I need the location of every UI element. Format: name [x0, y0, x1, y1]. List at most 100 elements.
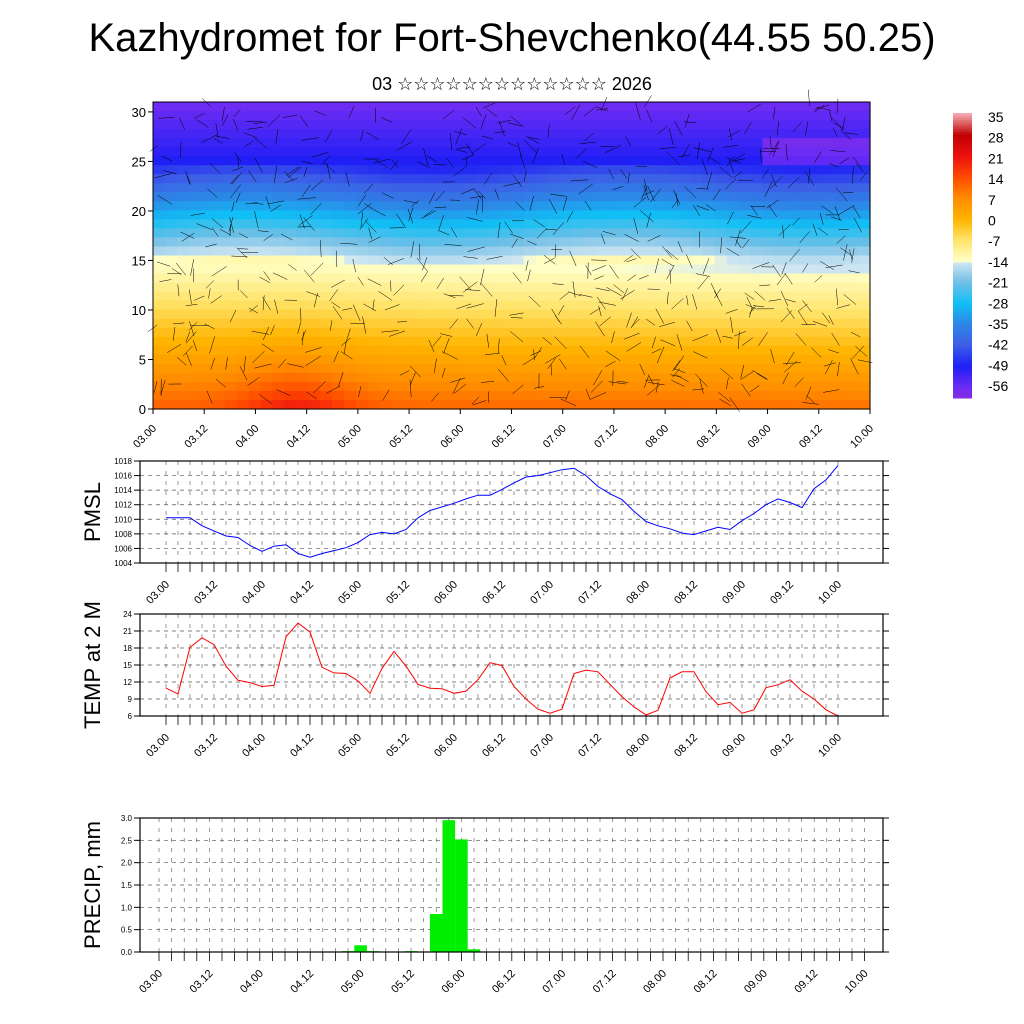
wind-barb — [593, 370, 603, 386]
field-cell — [475, 318, 489, 329]
wind-barb — [463, 281, 478, 293]
field-cell — [153, 138, 166, 148]
field-cell — [153, 111, 166, 121]
wind-barb — [623, 255, 633, 262]
field-cell — [666, 246, 680, 257]
field-cell — [368, 147, 381, 157]
field-cell — [846, 183, 859, 193]
wind-barb — [552, 222, 564, 236]
wind-barb — [840, 247, 853, 256]
wind-barb — [730, 317, 733, 333]
field-cell — [200, 399, 214, 410]
field-cell — [176, 102, 190, 112]
wind-barb — [747, 214, 762, 219]
field-cell — [714, 309, 728, 320]
colorbar-swatch — [953, 276, 972, 280]
field-cell — [810, 336, 823, 347]
field-cell — [332, 282, 345, 293]
field-cell — [846, 156, 859, 166]
wind-barb — [792, 217, 800, 226]
field-cell — [702, 165, 716, 175]
field-cell — [188, 165, 202, 175]
wind-barb — [630, 318, 640, 328]
field-cell — [714, 399, 728, 410]
field-cell — [487, 354, 501, 365]
field-cell — [463, 399, 477, 410]
field-cell — [858, 246, 871, 257]
field-cell — [762, 237, 775, 248]
field-cell — [320, 336, 333, 347]
field-cell — [583, 219, 596, 230]
field-cell — [702, 345, 716, 356]
wind-barb — [813, 151, 822, 164]
colorbar-swatch — [953, 279, 972, 283]
field-cell — [392, 255, 405, 266]
field-cell — [547, 345, 560, 356]
field-cell — [810, 237, 823, 248]
colorbar-swatch — [953, 222, 972, 226]
field-cell — [583, 147, 596, 157]
wind-barb — [579, 345, 590, 358]
wind-barb — [770, 176, 783, 189]
field-cell — [798, 354, 811, 365]
field-cell — [392, 111, 405, 121]
wind-barb — [210, 295, 222, 304]
wind-barb — [696, 205, 710, 211]
field-cell — [774, 129, 787, 139]
y-tick-label: 1012 — [114, 501, 132, 510]
wind-barb — [206, 390, 213, 404]
wind-barb — [384, 304, 400, 311]
field-cell — [475, 282, 489, 293]
wind-barb — [301, 184, 311, 197]
field-cell — [463, 102, 477, 112]
field-cell — [595, 156, 608, 166]
field-cell — [511, 237, 525, 248]
wind-barb — [232, 166, 244, 172]
field-cell — [212, 156, 226, 166]
field-cell — [595, 318, 608, 329]
field-cell — [164, 372, 178, 383]
field-cell — [738, 156, 752, 166]
wind-barb — [825, 264, 843, 268]
field-cell — [368, 255, 381, 266]
field-cell — [714, 111, 728, 121]
field-cell — [678, 345, 692, 356]
field-cell — [535, 219, 548, 230]
wind-barb — [411, 200, 420, 207]
field-cell — [547, 264, 560, 275]
field-cell — [284, 399, 297, 410]
field-cell — [571, 390, 584, 401]
field-cell — [356, 399, 369, 410]
field-cell — [439, 138, 453, 148]
field-cell — [702, 201, 716, 211]
wind-barb — [208, 288, 211, 299]
field-cell — [762, 129, 775, 139]
wind-barb — [731, 158, 746, 162]
field-cell — [619, 120, 632, 130]
wind-barb — [726, 156, 741, 164]
field-cell — [774, 264, 787, 275]
field-cell — [320, 264, 333, 275]
wind-barb — [306, 391, 317, 400]
wind-barb — [672, 368, 680, 378]
wind-barb — [733, 152, 746, 161]
field-cell — [738, 165, 752, 175]
field-cell — [750, 336, 764, 347]
field-cell — [571, 318, 584, 329]
field-cell — [463, 309, 477, 320]
field-cell — [164, 246, 178, 257]
colorbar-swatch — [953, 257, 972, 261]
field-cell — [392, 363, 405, 374]
field-cell — [642, 237, 656, 248]
field-cell — [535, 246, 548, 257]
x-tick-label: 10.00 — [848, 423, 876, 451]
x-tick-label: 05.12 — [384, 579, 412, 607]
field-cell — [750, 345, 764, 356]
x-tick-label: 06.12 — [490, 423, 518, 451]
field-cell — [284, 246, 297, 257]
field-cell — [380, 363, 393, 374]
field-cell — [224, 111, 238, 121]
field-cell — [846, 300, 859, 311]
wind-barb — [463, 256, 478, 259]
field-cell — [260, 399, 274, 410]
